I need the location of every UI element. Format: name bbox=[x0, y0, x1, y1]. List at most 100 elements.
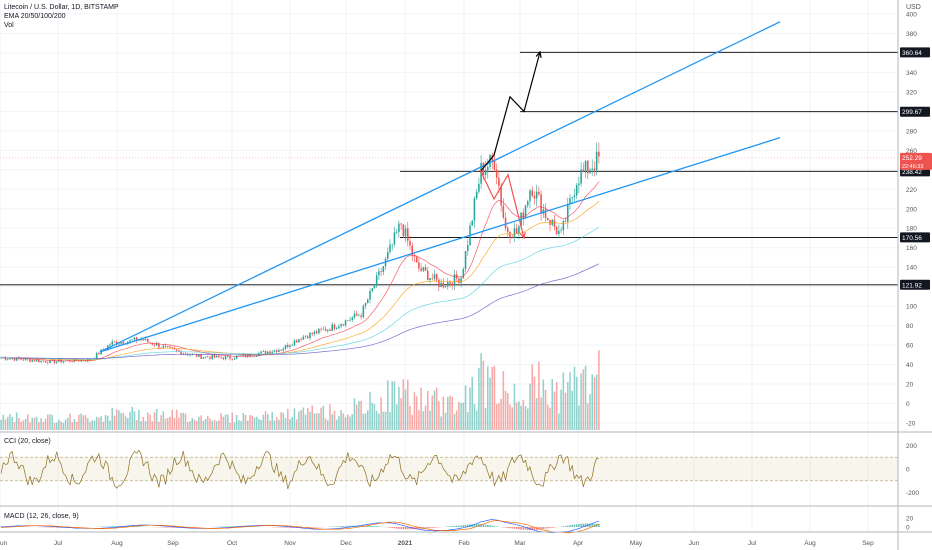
volume-bar bbox=[342, 413, 345, 430]
volume-bar bbox=[109, 420, 111, 430]
macd-histogram-bar bbox=[111, 526, 113, 527]
candle-body bbox=[291, 345, 293, 346]
lower-support-trendline bbox=[99, 137, 781, 353]
volume-bar bbox=[582, 369, 585, 430]
volume-bar bbox=[187, 422, 189, 430]
cci-tick-label: 200 bbox=[906, 443, 917, 450]
volume-bar bbox=[515, 402, 518, 430]
candle-body bbox=[293, 340, 296, 346]
volume-bar bbox=[384, 411, 387, 430]
volume-bar bbox=[253, 417, 256, 430]
candle-body bbox=[215, 355, 218, 358]
time-tick-label: Jun bbox=[689, 540, 700, 547]
candle-body bbox=[295, 340, 298, 343]
macd-histogram-bar bbox=[393, 527, 396, 529]
cci-panel bbox=[0, 449, 898, 490]
macd-histogram-bar bbox=[429, 527, 431, 529]
candle-body bbox=[509, 231, 511, 238]
volume-bar bbox=[67, 417, 69, 430]
candle-body bbox=[15, 357, 18, 361]
candle-body bbox=[333, 324, 336, 329]
volume-bar bbox=[351, 414, 353, 430]
volume-bar bbox=[333, 410, 336, 430]
macd-histogram-bar bbox=[55, 527, 58, 528]
volume-bar bbox=[360, 400, 362, 430]
volume-bar bbox=[509, 404, 511, 430]
trendlines bbox=[99, 21, 781, 353]
macd-histogram-bar bbox=[484, 524, 487, 527]
candle-body bbox=[587, 160, 589, 174]
price-tick-label: 80 bbox=[906, 323, 914, 330]
candle-body bbox=[444, 286, 447, 288]
volume-bar bbox=[29, 422, 31, 430]
volume-bar bbox=[311, 405, 313, 430]
volume-bar bbox=[391, 381, 393, 430]
candle-body bbox=[180, 351, 182, 355]
volume-bar bbox=[238, 420, 240, 430]
candle-body bbox=[375, 275, 378, 286]
macd-histogram-bar bbox=[591, 523, 593, 527]
candle-body bbox=[244, 354, 247, 357]
candle-body bbox=[160, 347, 162, 349]
candle-body bbox=[440, 282, 442, 287]
volume-bar bbox=[191, 417, 193, 430]
volume-bar bbox=[547, 404, 549, 430]
time-tick-label: Sep bbox=[167, 540, 179, 547]
macd-histogram-bar bbox=[104, 526, 107, 527]
volume-bar bbox=[449, 395, 451, 430]
volume-bar bbox=[493, 365, 496, 430]
volume-bar bbox=[580, 373, 582, 430]
volume-bar bbox=[535, 398, 538, 430]
macd-histogram-bar bbox=[282, 527, 285, 528]
macd-histogram-bar bbox=[491, 525, 493, 527]
macd-histogram-bar bbox=[580, 523, 582, 527]
candle-body bbox=[318, 328, 320, 334]
volume-bar bbox=[9, 413, 11, 430]
candle-body bbox=[20, 358, 22, 360]
volume-bar bbox=[393, 381, 396, 430]
macd-legend: MACD (12, 26, close, 9) bbox=[4, 513, 79, 520]
volume-bar bbox=[587, 403, 589, 430]
candle-body bbox=[458, 278, 460, 284]
candle-body bbox=[580, 169, 582, 184]
macd-histogram-bar bbox=[135, 526, 138, 527]
macd-histogram-bar bbox=[473, 524, 476, 527]
macd-tick-label: 20 bbox=[906, 516, 914, 523]
candle-body bbox=[362, 305, 365, 317]
volume-bar bbox=[331, 414, 333, 430]
price-tick-label: 160 bbox=[906, 245, 917, 252]
macd-histogram-bar bbox=[562, 526, 565, 527]
candle-body bbox=[433, 274, 436, 279]
macd-histogram-bar bbox=[520, 527, 522, 530]
macd-histogram-bar bbox=[115, 526, 118, 527]
volume-bar bbox=[444, 412, 447, 430]
candle-body bbox=[364, 302, 367, 306]
volume-bar bbox=[320, 407, 322, 430]
last-price-tag bbox=[900, 152, 932, 170]
level-tag bbox=[900, 106, 930, 117]
candle-body bbox=[133, 337, 136, 340]
volume-bar bbox=[315, 413, 318, 430]
candle-body bbox=[482, 162, 485, 176]
candle-body bbox=[4, 357, 7, 360]
volume-bar bbox=[571, 390, 573, 430]
volume-bar bbox=[491, 367, 493, 430]
volume-bar bbox=[18, 417, 20, 430]
price-tick-label: 220 bbox=[906, 187, 917, 194]
candle-body bbox=[38, 359, 40, 363]
candle-body bbox=[500, 186, 502, 206]
cci-legend: CCI (20, close) bbox=[4, 438, 51, 445]
candle-body bbox=[595, 151, 598, 171]
volume-bar bbox=[591, 374, 593, 430]
macd-histogram-bar bbox=[224, 526, 227, 527]
volume-bar bbox=[427, 390, 429, 430]
candle-body bbox=[24, 358, 27, 361]
macd-histogram-bar bbox=[504, 527, 507, 528]
volume-bar bbox=[458, 401, 460, 430]
macd-histogram-bar bbox=[311, 527, 313, 528]
candle-body bbox=[280, 350, 282, 351]
candle-body bbox=[415, 256, 418, 263]
volume-bar bbox=[189, 421, 191, 430]
volume-bar bbox=[584, 365, 587, 430]
